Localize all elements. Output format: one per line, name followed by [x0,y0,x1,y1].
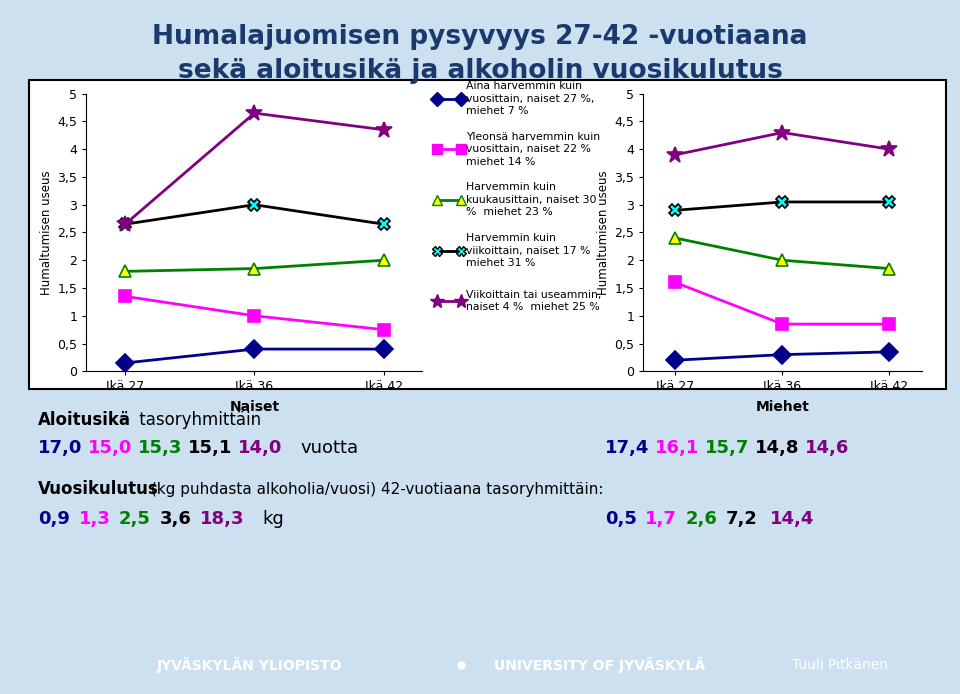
X-axis label: Naiset: Naiset [229,400,279,414]
Text: 2,6: 2,6 [685,510,717,528]
Text: sekä aloitusikä ja alkoholin vuosikulutus: sekä aloitusikä ja alkoholin vuosikulutu… [178,58,782,83]
Text: Tuuli Pitkänen: Tuuli Pitkänen [792,657,888,672]
Text: 1,7: 1,7 [645,510,677,528]
Text: JYVÄSKYLÄN YLIOPISTO: JYVÄSKYLÄN YLIOPISTO [156,657,343,672]
Text: 15,7: 15,7 [705,439,749,457]
Text: 0,5: 0,5 [605,510,636,528]
Text: Humalajuomisen pysyvyys 27-42 -vuotiaana: Humalajuomisen pysyvyys 27-42 -vuotiaana [153,24,807,50]
Text: Harvemmin kuin
kuukausittain, naiset 30
%  miehet 23 %: Harvemmin kuin kuukausittain, naiset 30 … [466,183,596,217]
Text: 14,4: 14,4 [770,510,814,528]
Text: kg: kg [262,510,284,528]
Text: Harvemmin kuin
viikoittain, naiset 17 %
miehet 31 %: Harvemmin kuin viikoittain, naiset 17 % … [466,233,590,268]
Text: 14,0: 14,0 [238,439,282,457]
Text: Viikoittain tai useammin,
naiset 4 %  miehet 25 %: Viikoittain tai useammin, naiset 4 % mie… [466,290,601,312]
Text: 14,8: 14,8 [755,439,799,457]
Text: tasoryhmittäin: tasoryhmittäin [134,411,261,429]
Text: 3,6: 3,6 [159,510,191,528]
Text: 14,6: 14,6 [804,439,849,457]
Text: (kg puhdasta alkoholia/vuosi) 42-vuotiaana tasoryhmittäin:: (kg puhdasta alkoholia/vuosi) 42-vuotiaa… [146,482,604,497]
Text: 17,0: 17,0 [38,439,83,457]
Y-axis label: Humaltumisen useus: Humaltumisen useus [597,170,610,295]
Text: 15,1: 15,1 [188,439,232,457]
Text: Aina harvemmin kuin
vuosittain, naiset 27 %,
miehet 7 %: Aina harvemmin kuin vuosittain, naiset 2… [466,81,594,116]
Text: Vuosikulutus: Vuosikulutus [38,480,159,498]
Text: UNIVERSITY OF JYVÄSKYLÄ: UNIVERSITY OF JYVÄSKYLÄ [494,657,706,672]
Text: 16,1: 16,1 [655,439,699,457]
Text: 15,0: 15,0 [88,439,132,457]
Text: vuotta: vuotta [300,439,359,457]
Y-axis label: Humaltumisen useus: Humaltumisen useus [40,170,53,295]
Text: 7,2: 7,2 [726,510,757,528]
Text: 0,9: 0,9 [38,510,70,528]
Text: 1,3: 1,3 [79,510,110,528]
Text: Aloitusikä: Aloitusikä [38,411,132,429]
Text: 18,3: 18,3 [200,510,244,528]
Text: 17,4: 17,4 [605,439,649,457]
Text: 15,3: 15,3 [138,439,182,457]
Text: Yleonsä harvemmin kuin
vuosittain, naiset 22 %
miehet 14 %: Yleonsä harvemmin kuin vuosittain, naise… [466,132,600,167]
X-axis label: Miehet: Miehet [756,400,809,414]
Text: 2,5: 2,5 [119,510,151,528]
